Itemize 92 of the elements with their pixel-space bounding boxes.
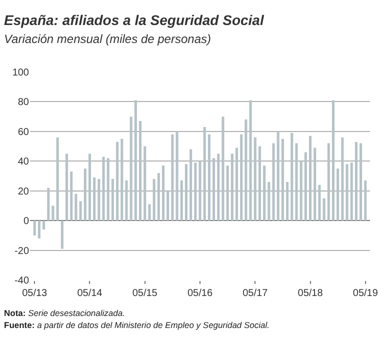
y-tick-label: 60 bbox=[18, 126, 30, 138]
bar bbox=[281, 138, 284, 221]
bar bbox=[93, 177, 96, 221]
bar bbox=[230, 154, 234, 221]
bar bbox=[176, 131, 178, 221]
bar bbox=[217, 154, 220, 221]
y-tick-label: 80 bbox=[18, 97, 30, 108]
bar bbox=[346, 164, 348, 221]
chart-title: España: afiliados a la Seguridad Social bbox=[4, 12, 265, 28]
bar bbox=[203, 126, 206, 221]
bar bbox=[208, 134, 210, 221]
bar bbox=[327, 143, 330, 221]
bar bbox=[52, 206, 54, 221]
bar bbox=[314, 148, 316, 221]
bar bbox=[152, 178, 156, 221]
bar bbox=[235, 148, 238, 221]
bar bbox=[354, 142, 358, 221]
chart-subtitle: Variación mensual (miles de personas) bbox=[4, 32, 211, 46]
bar bbox=[79, 201, 82, 221]
bar bbox=[290, 132, 294, 221]
bar bbox=[139, 121, 142, 221]
y-tick-label: -20 bbox=[14, 246, 30, 257]
bar bbox=[111, 178, 114, 221]
y-tick-label: -40 bbox=[14, 276, 30, 286]
bar bbox=[341, 137, 344, 221]
text: Nota: Serie desestacionalizada. bbox=[4, 308, 125, 318]
bar bbox=[198, 161, 202, 221]
bar bbox=[180, 180, 183, 221]
bar bbox=[166, 190, 170, 221]
bar bbox=[244, 120, 248, 221]
bar bbox=[106, 158, 110, 221]
bar bbox=[60, 220, 64, 249]
bar bbox=[360, 143, 362, 221]
bar bbox=[116, 142, 119, 221]
bar bbox=[84, 168, 86, 221]
source-note: Fuente: a partir de datos del Ministerio de Empleo y Seguridad Social. bbox=[4, 320, 270, 330]
bar bbox=[336, 168, 340, 221]
bar bbox=[47, 188, 50, 221]
bar bbox=[102, 156, 105, 221]
x-tick-label: 05/14 bbox=[77, 288, 103, 299]
bar bbox=[65, 154, 68, 221]
bar bbox=[318, 184, 321, 221]
bar bbox=[309, 136, 312, 221]
bar bbox=[332, 100, 335, 221]
bar bbox=[88, 154, 91, 221]
bar bbox=[194, 162, 197, 221]
bar bbox=[42, 220, 46, 230]
y-tick-label: 40 bbox=[18, 156, 30, 168]
bar bbox=[222, 116, 224, 221]
bar bbox=[56, 137, 59, 221]
bar bbox=[240, 134, 243, 221]
bar bbox=[144, 146, 146, 221]
bar bbox=[98, 178, 100, 221]
bar bbox=[162, 166, 165, 221]
bar bbox=[322, 198, 326, 221]
bar bbox=[350, 162, 353, 221]
bar bbox=[33, 220, 36, 236]
bar bbox=[364, 180, 367, 221]
bar bbox=[263, 166, 266, 221]
y-tick-label: 20 bbox=[18, 186, 30, 198]
x-tick-label: 05/17 bbox=[242, 288, 268, 299]
bar bbox=[272, 143, 275, 221]
bar bbox=[120, 138, 124, 221]
bar bbox=[226, 166, 229, 221]
y-tick-label: 100 bbox=[12, 68, 30, 78]
bar bbox=[254, 137, 256, 221]
bar bbox=[276, 131, 280, 221]
x-tick-label: 05/19 bbox=[352, 288, 378, 299]
bar bbox=[134, 100, 137, 221]
bar bbox=[212, 158, 216, 221]
bar bbox=[190, 149, 192, 221]
bar bbox=[268, 182, 270, 221]
bar bbox=[38, 220, 40, 238]
bar bbox=[74, 194, 78, 221]
bar bbox=[249, 100, 252, 221]
bar bbox=[286, 182, 289, 221]
bar bbox=[157, 173, 160, 221]
bar bbox=[258, 146, 261, 221]
x-tick-label: 05/15 bbox=[132, 288, 158, 299]
x-tick-label: 05/13 bbox=[22, 288, 48, 299]
bar bbox=[70, 172, 73, 221]
x-tick-label: 05/18 bbox=[298, 288, 324, 299]
bar bbox=[148, 204, 151, 221]
bar bbox=[184, 164, 188, 221]
bar bbox=[295, 143, 298, 221]
bar bbox=[304, 152, 307, 221]
bar bbox=[300, 161, 302, 221]
bar bbox=[125, 180, 128, 221]
x-tick-label: 05/16 bbox=[187, 288, 213, 299]
y-tick-label: 0 bbox=[23, 216, 30, 228]
bar bbox=[130, 116, 132, 221]
bar bbox=[171, 134, 174, 221]
